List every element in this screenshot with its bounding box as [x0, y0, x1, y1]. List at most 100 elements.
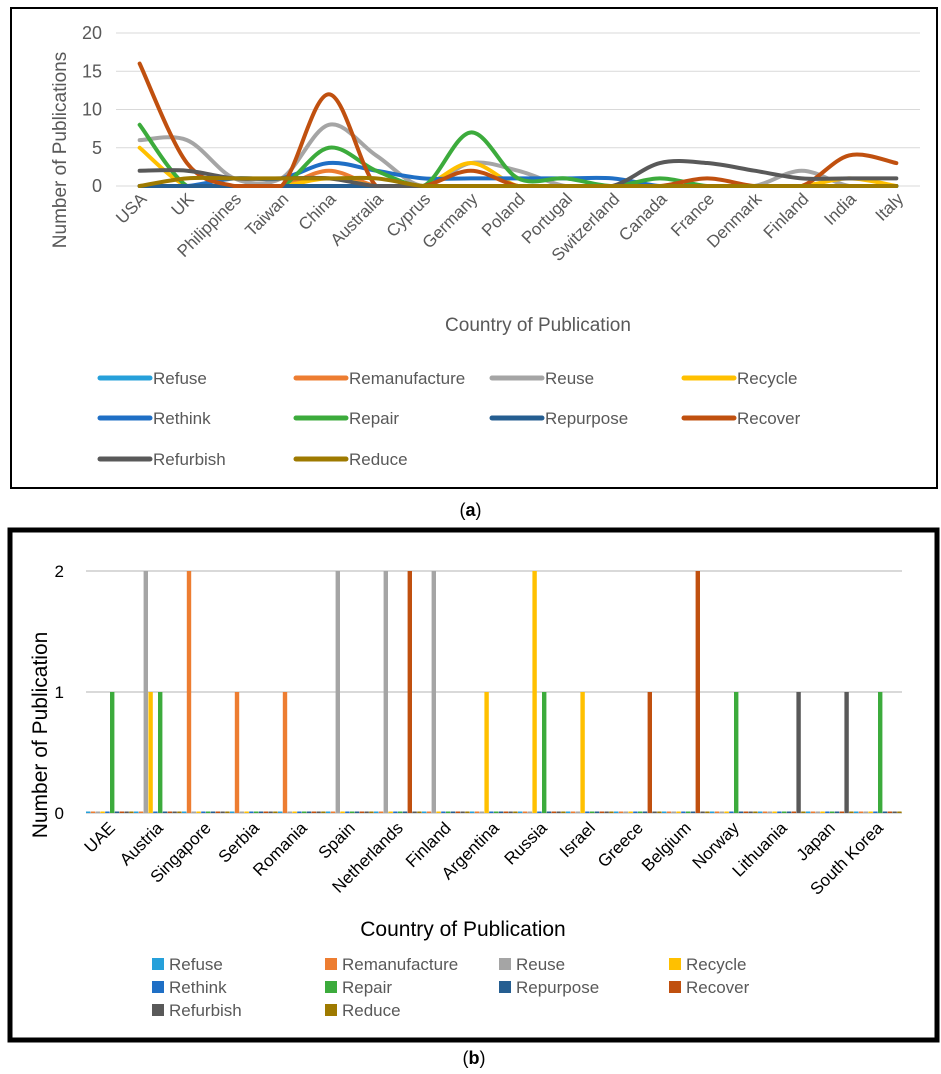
chart-b-bar-recycle	[244, 811, 249, 813]
chart-b-frame	[7, 527, 940, 1043]
chart-b-bar-remanufacture	[330, 811, 336, 813]
chart-b-bar-reduce	[753, 811, 758, 813]
chart-b-bar-repurpose	[642, 811, 648, 813]
chart-b-bar-refuse	[518, 811, 523, 813]
chart-b-legend-label: Reduce	[342, 1001, 401, 1020]
chart-b-legend-swatch	[152, 981, 164, 993]
chart-b-bar-recycle	[868, 811, 873, 813]
chart-b-legend-item-reduce: Reduce	[325, 1001, 401, 1020]
chart-b-bar-reuse	[623, 811, 628, 813]
caption-a-close: )	[476, 500, 482, 520]
chart-b-bar-refurbish	[844, 692, 849, 813]
chart-a-legend-label: Reduce	[349, 450, 408, 469]
chart-a-legend-item-refurbish: Refurbish	[97, 450, 226, 469]
chart-b-bar-repurpose	[402, 811, 408, 813]
chart-b-bar-rethink	[537, 811, 542, 813]
caption-a-open: (	[459, 500, 465, 520]
chart-b-bar-reduce	[273, 811, 278, 813]
chart-b-bar-repurpose	[834, 811, 840, 813]
chart-a-legend-item-repurpose: Repurpose	[489, 409, 628, 428]
chart-b-bar-repair	[782, 811, 787, 813]
chart-b-bar-recycle	[580, 692, 585, 813]
chart-b-bar-remanufacture	[618, 811, 624, 813]
chart-b-bar-reuse	[575, 811, 580, 813]
chart-b-bar-rethink	[777, 811, 782, 813]
chart-b-legend-swatch	[325, 958, 337, 970]
chart-b-bar-rethink	[441, 811, 446, 813]
chart-b-bar-refuse	[710, 811, 715, 813]
chart-b-bar-rethink	[105, 811, 110, 813]
chart-b-bar-rethink	[681, 811, 686, 813]
chart-b-bar-repair	[830, 811, 835, 813]
chart-b-bar-refurbish	[796, 692, 801, 813]
chart-b-bar-recycle	[820, 811, 825, 813]
chart-b-bar-recover	[647, 692, 652, 813]
chart-b-bar-refurbish	[508, 811, 513, 813]
chart-b-bar-refurbish	[412, 811, 417, 813]
chart-b-bar-recover	[407, 571, 412, 813]
caption-b-open: (	[463, 1048, 469, 1068]
chart-b-bar-repurpose	[258, 811, 264, 813]
chart-b-bar-repair	[638, 811, 643, 813]
chart-b-bar-remanufacture	[810, 811, 816, 813]
chart-b-bar-repurpose	[354, 811, 360, 813]
chart-a-legend-label: Repurpose	[545, 409, 628, 428]
chart-b-legend-label: Refurbish	[169, 1001, 242, 1020]
chart-b-bar-remanufacture	[762, 811, 768, 813]
chart-b-bar-recover	[503, 811, 508, 813]
chart-a-legend-item-repair: Repair	[293, 409, 399, 428]
caption-b-letter: b	[469, 1048, 480, 1068]
chart-b-bar-remanufacture	[90, 811, 96, 813]
chart-b-legend-label: Repurpose	[516, 978, 599, 997]
chart-b-bar-recover	[599, 811, 604, 813]
chart-b-bar-remanufacture	[858, 811, 864, 813]
chart-b-bar-recycle	[484, 692, 489, 813]
chart-a-legend-item-recycle: Recycle	[681, 369, 797, 388]
chart-b-bar-recover	[311, 811, 316, 813]
chart-a-y-tick-labels: 0 5 10 15 20	[82, 23, 102, 196]
chart-b-bar-recover	[551, 811, 556, 813]
chart-b-bar-remanufacture	[378, 811, 384, 813]
chart-b-bar-refuse	[854, 811, 859, 813]
chart-b-bar-refuse	[134, 811, 139, 813]
chart-b-legend: Refuse Remanufacture Reuse Recycle Rethink Re…	[152, 955, 750, 1020]
chart-b-bar-reuse	[143, 571, 148, 813]
chart-b-bar-repair	[494, 811, 499, 813]
chart-b-bar-refuse	[278, 811, 283, 813]
chart-b-bar-reduce	[609, 811, 614, 813]
chart-b-y-tick-label: 2	[55, 562, 64, 581]
chart-a-legend-item-reuse: Reuse	[489, 369, 594, 388]
chart-b-bar-repurpose	[786, 811, 792, 813]
chart-b-legend-label: Remanufacture	[342, 955, 458, 974]
chart-b-bar-repurpose	[690, 811, 696, 813]
chart-b-bar-recycle	[100, 811, 105, 813]
chart-b-bar-recover	[167, 811, 172, 813]
chart-b-bar-reuse	[719, 811, 724, 813]
chart-b-bar-reuse	[815, 811, 820, 813]
chart-b-legend-swatch	[152, 958, 164, 970]
chart-b-bar-refurbish	[604, 811, 609, 813]
chart-b-bar-repair	[206, 811, 211, 813]
chart-b-bar-reuse	[527, 811, 532, 813]
chart-b-y-axis-label: Number of Publication	[29, 632, 52, 839]
chart-b-bar-repair	[878, 692, 883, 813]
chart-b-bar-recover	[695, 571, 700, 813]
chart-b-bar-remanufacture	[282, 692, 288, 813]
chart-b-legend-label: Reuse	[516, 955, 565, 974]
chart-b-legend-swatch	[669, 981, 681, 993]
chart-b-bar-recover	[455, 811, 460, 813]
chart-b-bar-remanufacture	[666, 811, 672, 813]
chart-b-legend-item-repair: Repair	[325, 978, 392, 997]
chart-b-bar-reuse	[671, 811, 676, 813]
chart-b-bar-reduce	[225, 811, 230, 813]
chart-a-legend-item-recover: Recover	[681, 409, 801, 428]
chart-b-bar-remanufacture	[234, 692, 240, 813]
chart-b-bar-refuse	[758, 811, 763, 813]
chart-b-bar-refurbish	[316, 811, 321, 813]
chart-b-bar-repurpose	[114, 811, 120, 813]
chart-a-y-tick-label: 15	[82, 61, 102, 81]
chart-b-bar-repurpose	[546, 811, 552, 813]
chart-b-bar-reuse	[239, 811, 244, 813]
